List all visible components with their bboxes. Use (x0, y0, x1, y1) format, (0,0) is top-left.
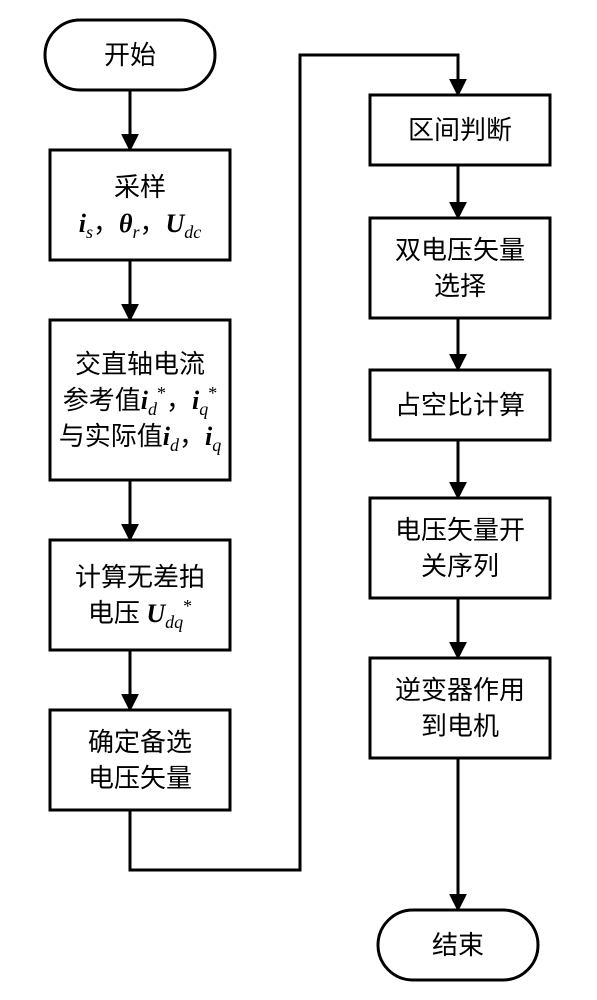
terminator-start: 开始 (45, 20, 215, 90)
terminator-end: 结束 (378, 910, 538, 980)
svg-text:电压矢量开: 电压矢量开 (395, 516, 525, 545)
flowchart-canvas: 开始采样 is，θr，Udc 交直轴电流参考值id*，iq*与实际值id，iq 计算无… (0, 0, 597, 1000)
svg-text:结束: 结束 (432, 931, 484, 960)
flow-box-interval: 区间判断 (370, 95, 550, 165)
svg-text:开始: 开始 (104, 41, 156, 70)
svg-text:双电压矢量: 双电压矢量 (395, 236, 525, 265)
svg-text:采样: 采样 (114, 173, 166, 202)
flow-box-sample: 采样 is，θr，Udc (50, 150, 230, 260)
flow-box-duty: 占空比计算 (370, 370, 550, 440)
svg-text:选择: 选择 (434, 272, 486, 301)
svg-text:is，θr，Udc: is，θr，Udc (79, 209, 202, 242)
svg-text:到电机: 到电机 (421, 712, 499, 741)
flow-box-inverter: 逆变器作用到电机 (370, 658, 550, 758)
svg-text:电压矢量: 电压矢量 (88, 764, 192, 793)
flow-box-deadbeat: 计算无差拍电压 Udq* (50, 540, 230, 650)
svg-text:区间判断: 区间判断 (408, 116, 512, 145)
svg-text:确定备选: 确定备选 (88, 728, 192, 757)
svg-text:占空比计算: 占空比计算 (395, 391, 525, 420)
svg-text:参考值id*，iq*: 参考值id*，iq* (63, 383, 218, 419)
flow-box-dq-current: 交直轴电流参考值id*，iq*与实际值id，iq (50, 320, 230, 480)
flow-box-candidate: 确定备选电压矢量 (50, 710, 230, 810)
svg-text:与实际值id，iq: 与实际值id，iq (59, 422, 222, 455)
svg-text:关序列: 关序列 (421, 552, 499, 581)
svg-text:电压 Udq*: 电压 Udq* (88, 596, 192, 632)
flow-box-seq: 电压矢量开关序列 (370, 498, 550, 598)
svg-text:计算无差拍: 计算无差拍 (75, 563, 205, 592)
flow-box-dvv: 双电压矢量选择 (370, 218, 550, 318)
svg-text:交直轴电流: 交直轴电流 (75, 350, 205, 379)
svg-text:逆变器作用: 逆变器作用 (395, 676, 525, 705)
